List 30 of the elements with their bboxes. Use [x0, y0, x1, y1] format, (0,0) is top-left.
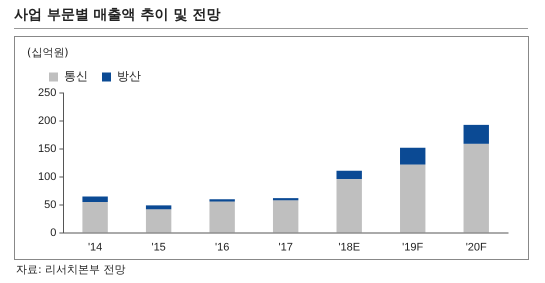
- x-tick-label: '15: [151, 241, 166, 254]
- x-tick-label: '20F: [466, 241, 488, 254]
- chart-title: 사업 부문별 매출액 추이 및 전망: [14, 6, 220, 24]
- legend-label: 통신: [64, 69, 88, 84]
- bar: [146, 205, 172, 210]
- y-tick-label: 0: [50, 226, 56, 239]
- y-tick-label: 250: [38, 87, 56, 100]
- bar: [400, 164, 426, 232]
- x-tick-label: '16: [214, 241, 230, 254]
- y-tick-label: 200: [38, 114, 56, 127]
- bar: [464, 144, 489, 232]
- y-tick-label: 50: [44, 198, 56, 211]
- bar: [400, 148, 426, 165]
- bar: [336, 170, 362, 180]
- bar: [272, 200, 298, 232]
- bar: [336, 179, 362, 232]
- y-tick-label: 100: [38, 170, 56, 183]
- x-tick-label: '19F: [402, 241, 424, 254]
- x-tick-label: '17: [278, 241, 293, 254]
- bar: [82, 202, 108, 232]
- legend-label: 방산: [117, 69, 141, 84]
- y-tick-label: 150: [38, 142, 56, 155]
- bar: [209, 201, 235, 232]
- text: 자료: 리서치본부 전망: [16, 262, 126, 277]
- bar: [146, 209, 172, 232]
- y-axis-title: (십억원): [27, 45, 69, 60]
- bar: [464, 124, 489, 144]
- x-tick-label: '18E: [338, 241, 360, 254]
- x-tick-label: '14: [88, 241, 102, 254]
- bar: [82, 196, 108, 202]
